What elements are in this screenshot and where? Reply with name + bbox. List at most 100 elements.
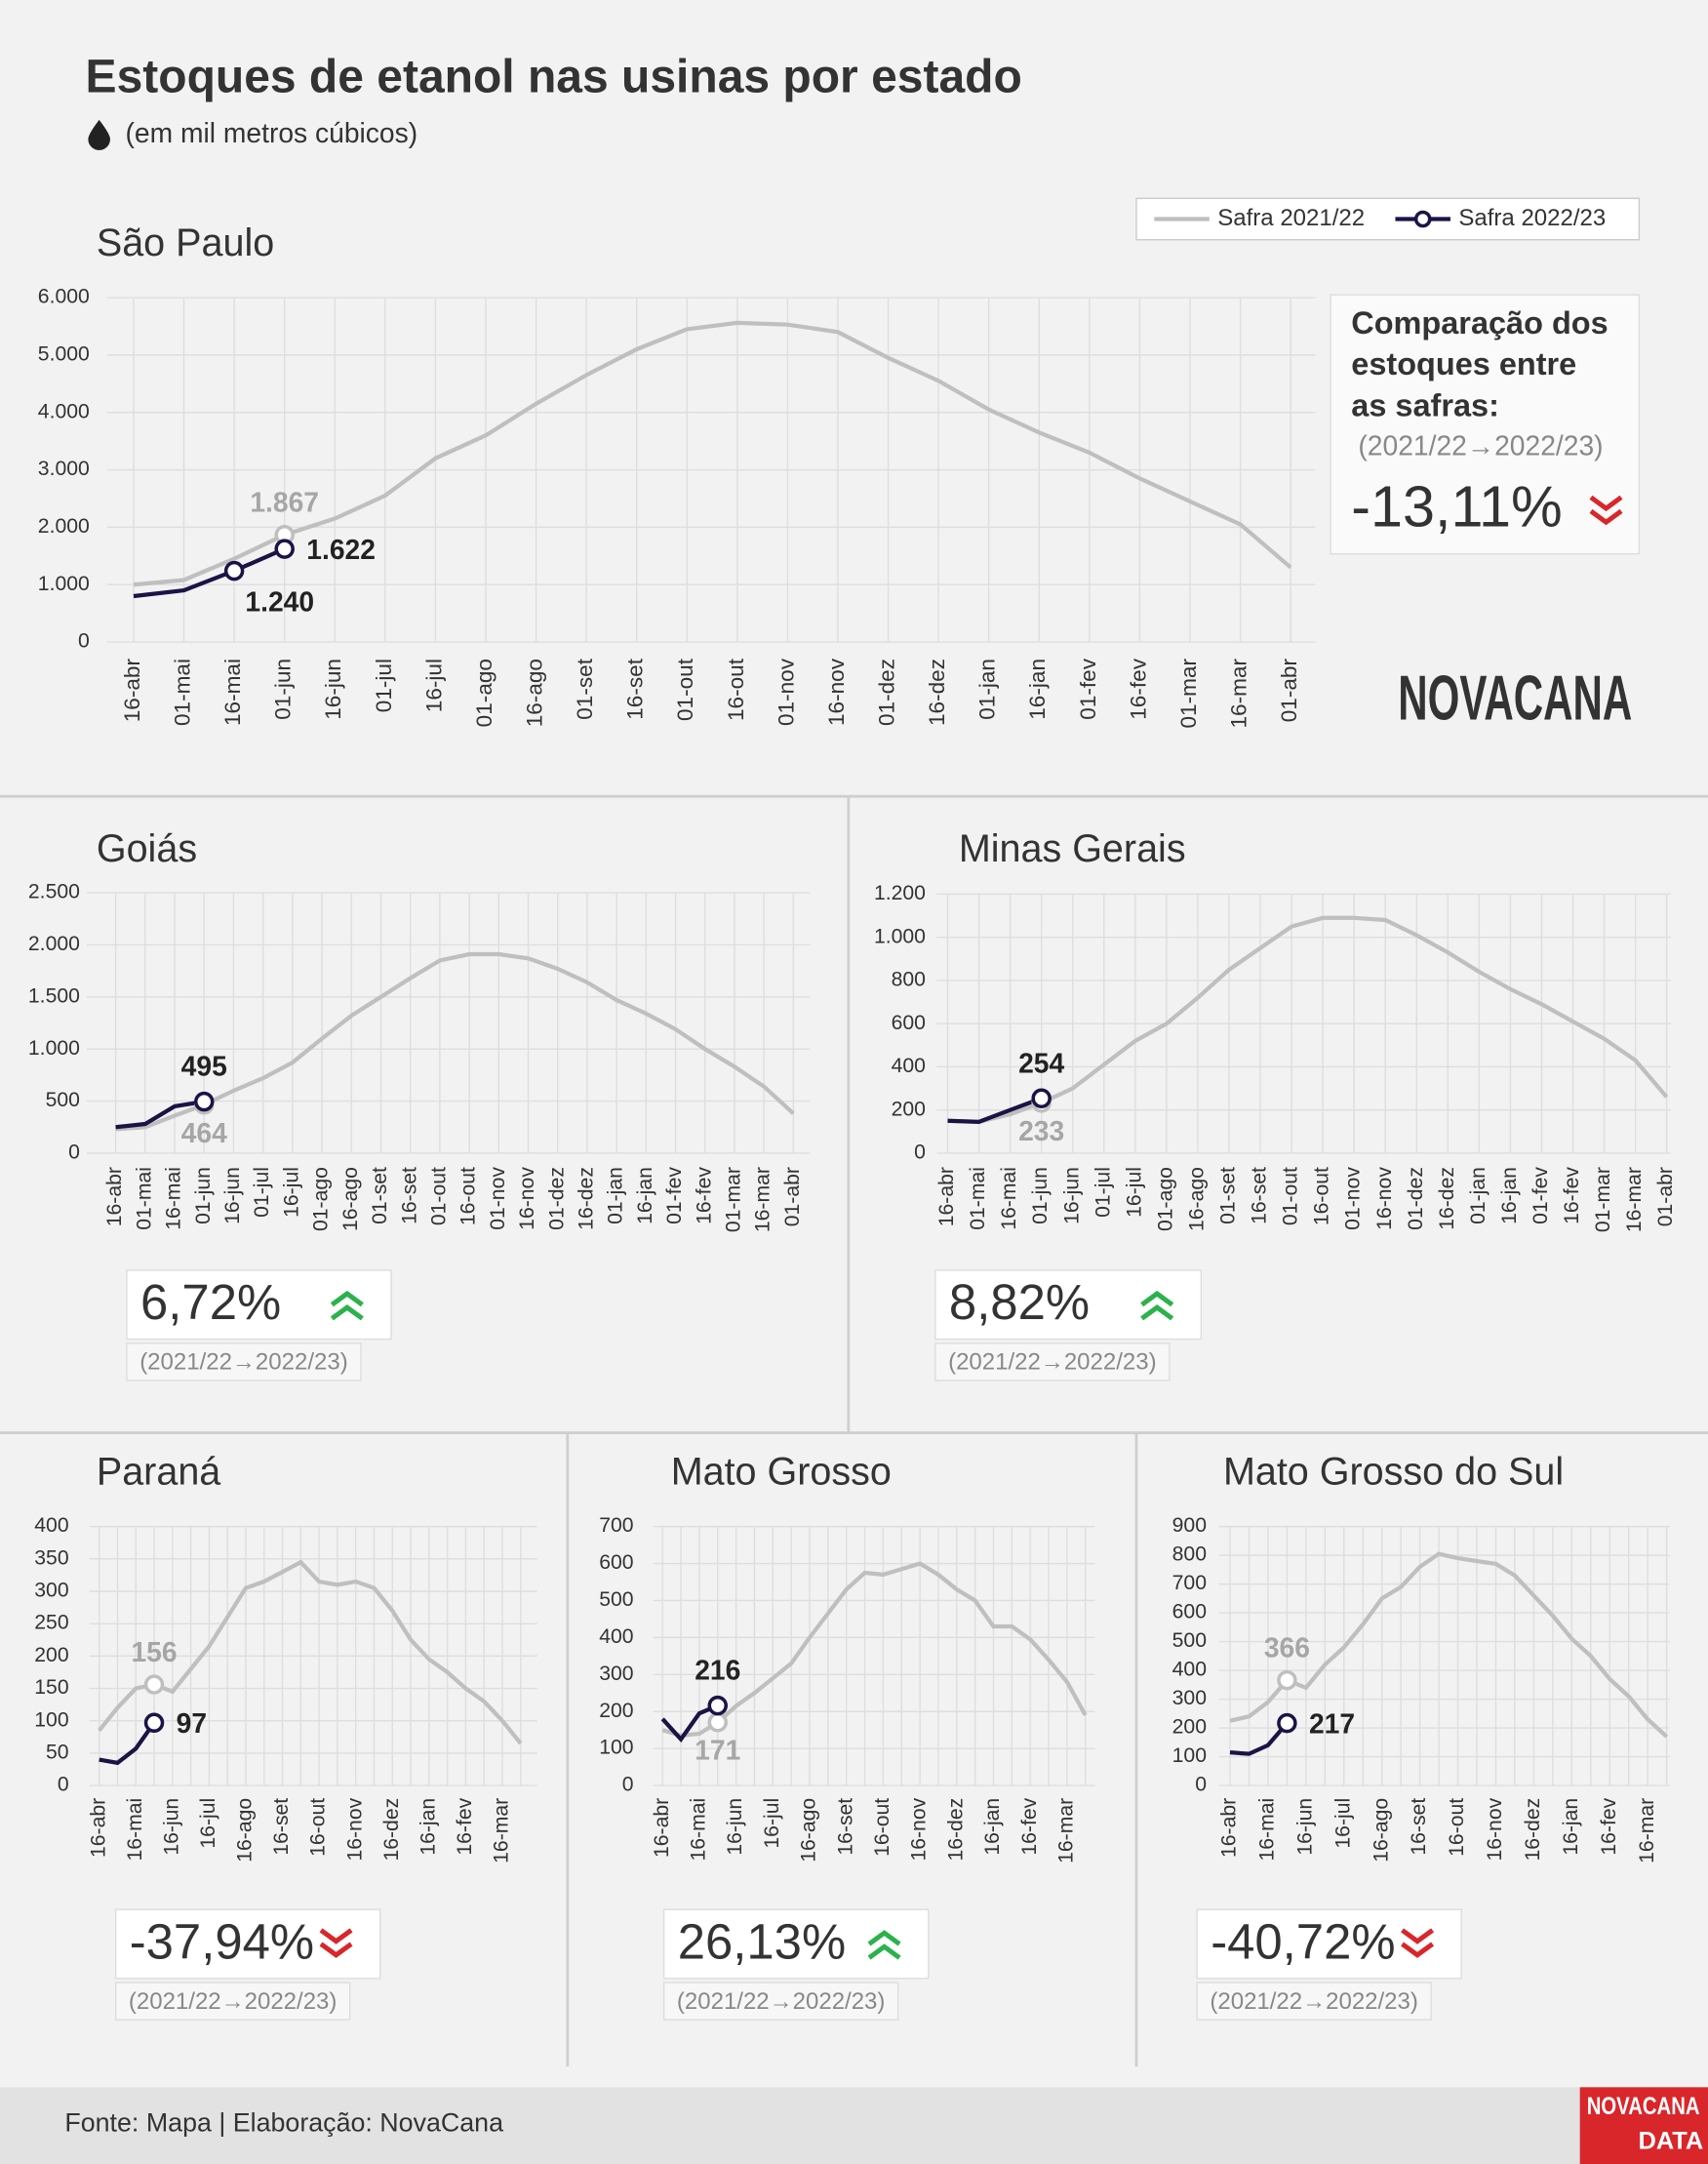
trend-arrow bbox=[1589, 508, 1623, 526]
x-tick-label: 16-mai bbox=[163, 1167, 185, 1230]
y-tick-label: 0 bbox=[58, 1774, 69, 1796]
x-tick-label: 16-jan bbox=[1560, 1798, 1582, 1856]
series-line bbox=[99, 1721, 156, 1766]
x-tick-label: 16-out bbox=[1446, 1798, 1468, 1857]
y-tick-label: 350 bbox=[34, 1546, 68, 1569]
y-tick-label: 600 bbox=[1172, 1601, 1207, 1623]
change-value: -13,11% bbox=[1351, 474, 1562, 540]
x-tick-label: 16-jun bbox=[1060, 1167, 1083, 1224]
x-tick-label: 16-fev bbox=[1598, 1797, 1620, 1855]
chart-title: Paraná bbox=[97, 1450, 220, 1493]
data-label: 217 bbox=[1309, 1707, 1355, 1739]
change-value: -40,72% bbox=[1211, 1913, 1395, 1969]
comparison-box bbox=[1330, 294, 1641, 555]
x-tick-label: 16-jun bbox=[221, 1167, 244, 1224]
y-tick-label: 200 bbox=[599, 1700, 633, 1722]
data-label: 1.622 bbox=[306, 534, 376, 565]
x-tick-label: 16-mai bbox=[1256, 1798, 1279, 1862]
x-tick-label: 16-ago bbox=[523, 659, 547, 727]
comparison-title: as safras: bbox=[1351, 388, 1499, 423]
x-tick-label: 16-out bbox=[457, 1167, 480, 1225]
comparison-title: estoques entre bbox=[1351, 346, 1576, 381]
point-marker bbox=[1277, 1669, 1297, 1691]
x-tick-label: 01-set bbox=[1217, 1167, 1240, 1224]
point-marker bbox=[143, 1674, 165, 1695]
x-tick-label: 16-jul bbox=[197, 1798, 219, 1849]
data-label: 156 bbox=[131, 1636, 177, 1667]
logo-data-box bbox=[1579, 2087, 1708, 2164]
x-tick-label: 16-jun bbox=[1293, 1798, 1316, 1856]
x-tick-label: 01-jun bbox=[271, 659, 296, 720]
x-tick-label: 16-jan bbox=[1025, 659, 1050, 720]
series-line bbox=[115, 951, 795, 1132]
x-tick-label: 01-jul bbox=[372, 659, 396, 712]
legend-marker bbox=[1413, 210, 1432, 228]
x-tick-label: 16-fev bbox=[454, 1797, 476, 1855]
y-tick-label: 0 bbox=[622, 1774, 634, 1796]
x-tick-label: 16-set bbox=[834, 1798, 856, 1856]
y-tick-label: 400 bbox=[599, 1625, 633, 1648]
trend-arrow bbox=[867, 1930, 901, 1946]
x-tick-label: 16-mar bbox=[1227, 659, 1251, 729]
change-value: 8,82% bbox=[949, 1274, 1090, 1330]
data-label: 233 bbox=[1018, 1115, 1064, 1146]
data-label: 97 bbox=[177, 1707, 207, 1739]
x-tick-label: 16-dez bbox=[1436, 1167, 1458, 1230]
x-tick-label: 16-dez bbox=[925, 659, 949, 726]
x-tick-label: 01-nov bbox=[487, 1167, 509, 1230]
trend-arrow bbox=[319, 1928, 353, 1944]
y-tick-label: 2.000 bbox=[38, 515, 90, 538]
y-tick-label: 100 bbox=[1172, 1744, 1207, 1767]
x-tick-label: 01-fev bbox=[1529, 1167, 1552, 1224]
y-tick-label: 300 bbox=[1172, 1687, 1207, 1709]
chart-title: Minas Gerais bbox=[959, 827, 1186, 870]
series-line bbox=[947, 915, 1669, 1124]
x-tick-label: 01-set bbox=[573, 658, 597, 719]
point-marker bbox=[143, 1712, 165, 1733]
y-tick-label: 100 bbox=[599, 1737, 633, 1759]
source: Fonte: Mapa | Elaboração: NovaCana bbox=[64, 2108, 503, 2138]
data-label: 1.240 bbox=[245, 585, 314, 617]
x-tick-label: 16-mai bbox=[688, 1798, 710, 1862]
x-tick-label: 16-jun bbox=[160, 1798, 182, 1856]
y-tick-label: 0 bbox=[78, 630, 90, 653]
change-note-box bbox=[1196, 1982, 1432, 2021]
series-line bbox=[1229, 1551, 1669, 1739]
y-tick-label: 2.500 bbox=[28, 881, 80, 903]
x-tick-label: 16-dez bbox=[944, 1798, 967, 1862]
x-tick-label: 16-mai bbox=[998, 1167, 1020, 1230]
x-tick-label: 16-out bbox=[1311, 1167, 1333, 1225]
trend-arrow bbox=[319, 1942, 353, 1958]
change-note: (2021/22→2022/23) bbox=[1358, 429, 1603, 461]
x-tick-label: 01-dez bbox=[545, 1167, 568, 1230]
x-tick-label: 01-jan bbox=[605, 1167, 627, 1224]
y-tick-label: 200 bbox=[34, 1644, 68, 1666]
x-tick-label: 16-nov bbox=[1373, 1167, 1396, 1230]
point-marker bbox=[223, 560, 245, 581]
comparison-title: Comparação dos bbox=[1351, 305, 1608, 341]
x-tick-label: 16-fev bbox=[1561, 1167, 1583, 1224]
x-tick-label: 16-jul bbox=[1331, 1798, 1354, 1849]
chart-title: São Paulo bbox=[97, 221, 274, 264]
y-tick-label: 1.000 bbox=[874, 925, 926, 947]
y-tick-label: 400 bbox=[892, 1055, 926, 1077]
point-marker bbox=[1277, 1712, 1297, 1734]
x-tick-label: 16-ago bbox=[1370, 1798, 1392, 1863]
y-tick-label: 400 bbox=[34, 1514, 68, 1537]
page-title: Estoques de etanol nas usinas por estado bbox=[86, 52, 1022, 103]
x-tick-label: 16-fev bbox=[1126, 658, 1150, 719]
x-tick-label: 01-jul bbox=[1092, 1167, 1114, 1218]
x-tick-label: 16-dez bbox=[576, 1167, 598, 1230]
y-tick-label: 1.500 bbox=[28, 984, 80, 1007]
x-tick-label: 16-jul bbox=[421, 659, 446, 712]
y-tick-label: 5.000 bbox=[38, 342, 90, 365]
series-line bbox=[1229, 1721, 1289, 1756]
x-tick-label: 01-nov bbox=[774, 658, 798, 726]
data-label: 171 bbox=[695, 1735, 740, 1766]
x-tick-label: 16-abr bbox=[103, 1167, 126, 1226]
x-tick-label: 01-mai bbox=[133, 1167, 155, 1230]
x-tick-label: 01-out bbox=[427, 1167, 450, 1225]
logo: NOVACANA bbox=[1398, 661, 1632, 733]
y-tick-label: 2.000 bbox=[28, 933, 80, 955]
change-note: (2021/22→2022/23) bbox=[677, 1988, 886, 2015]
